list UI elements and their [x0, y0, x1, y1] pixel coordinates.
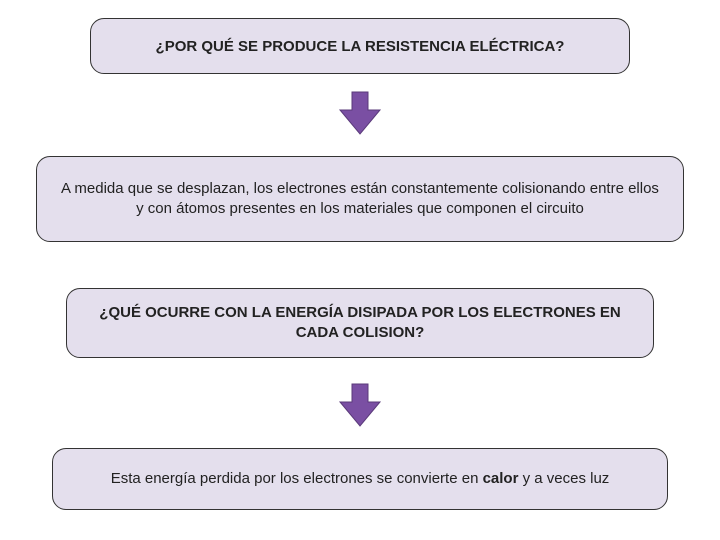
question-box-1: ¿POR QUÉ SE PRODUCE LA RESISTENCIA ELÉCT…	[90, 18, 630, 74]
answer-box-1: A medida que se desplazan, los electrone…	[36, 156, 684, 242]
answer-2-post: y a veces luz	[518, 470, 609, 487]
arrow-down-2	[336, 382, 384, 428]
answer-2-bold: calor	[483, 470, 519, 487]
question-1-text: ¿POR QUÉ SE PRODUCE LA RESISTENCIA ELÉCT…	[156, 38, 565, 55]
answer-2-pre: Esta energía perdida por los electrones …	[111, 470, 483, 487]
arrow-down-icon	[336, 382, 384, 428]
question-2-text: ¿QUÉ OCURRE CON LA ENERGÍA DISIPADA POR …	[91, 303, 629, 344]
answer-box-2: Esta energía perdida por los electrones …	[52, 448, 668, 510]
answer-2-text: Esta energía perdida por los electrones …	[111, 469, 610, 489]
question-box-2: ¿QUÉ OCURRE CON LA ENERGÍA DISIPADA POR …	[66, 288, 654, 358]
arrow-down-icon	[336, 90, 384, 136]
answer-1-text: A medida que se desplazan, los electrone…	[61, 179, 659, 220]
arrow-down-1	[336, 90, 384, 136]
